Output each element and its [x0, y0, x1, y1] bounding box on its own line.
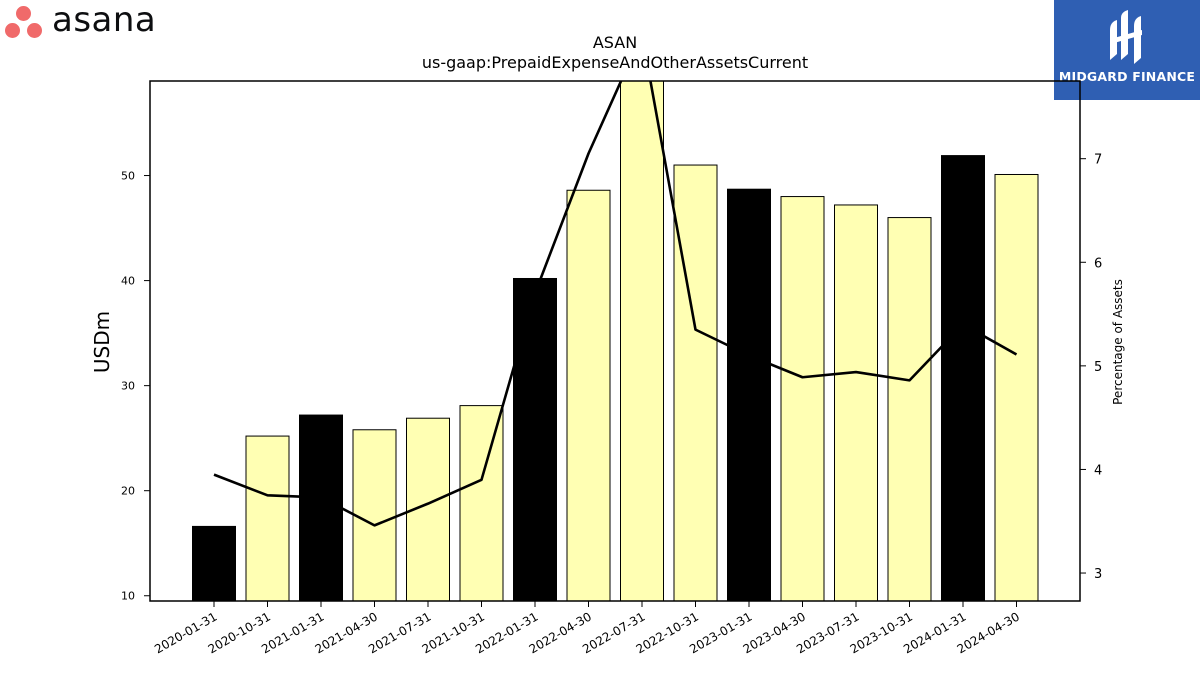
plot-frame: [149, 80, 1081, 602]
asana-wordmark: asana: [52, 0, 157, 40]
bar-2023-04-30: [780, 196, 825, 602]
y2-tick-label-7: 7: [1094, 153, 1102, 168]
midgard-wordmark: MIDGARD FINANCE: [1058, 69, 1196, 84]
bar-2023-10-31: [887, 217, 932, 602]
y-tick-label-20: 20: [121, 485, 135, 498]
y-tick-label-40: 40: [121, 275, 135, 288]
chart-subtitle: us-gaap:PrepaidExpenseAndOtherAssetsCurr…: [422, 53, 808, 72]
bar-2021-01-31: [299, 414, 343, 602]
bar-2022-01-31: [513, 277, 557, 602]
chart-title: ASAN: [593, 33, 637, 52]
asana-logo: asana: [4, 0, 156, 42]
percentage-of-assets-line: [213, 81, 1018, 527]
bar-2021-04-30: [352, 429, 397, 602]
bar-2023-01-31: [727, 188, 771, 602]
bar-2020-01-31: [192, 525, 236, 602]
plot-area: 1020304050345672020-01-312020-10-312021-…: [121, 80, 1102, 656]
midgard-mark-icon: [1110, 10, 1142, 64]
bar-2023-07-31: [834, 204, 878, 602]
midgard-finance-logo: MIDGARD FINANCE: [1054, 0, 1200, 100]
y2-axis-label: Percentage of Assets: [1111, 279, 1125, 405]
bar-2022-07-31: [620, 80, 664, 602]
bar-2024-01-31: [941, 155, 985, 602]
asana-logo-dots: [4, 4, 50, 42]
y-tick-label-30: 30: [121, 380, 135, 393]
bar-2020-10-31: [245, 435, 290, 602]
y2-tick-label-4: 4: [1094, 463, 1102, 478]
bar-2022-04-30: [566, 189, 611, 602]
y-tick-label-10: 10: [121, 590, 135, 603]
y2-tick-label-6: 6: [1094, 256, 1102, 271]
bar-2022-10-31: [673, 164, 718, 602]
y2-tick-label-3: 3: [1094, 567, 1102, 582]
bar-2024-04-30: [994, 173, 1039, 602]
y-axis-label: USDm: [90, 311, 114, 373]
y2-tick-label-5: 5: [1094, 360, 1102, 375]
bar-2021-10-31: [459, 405, 504, 602]
y-tick-label-50: 50: [121, 170, 135, 183]
